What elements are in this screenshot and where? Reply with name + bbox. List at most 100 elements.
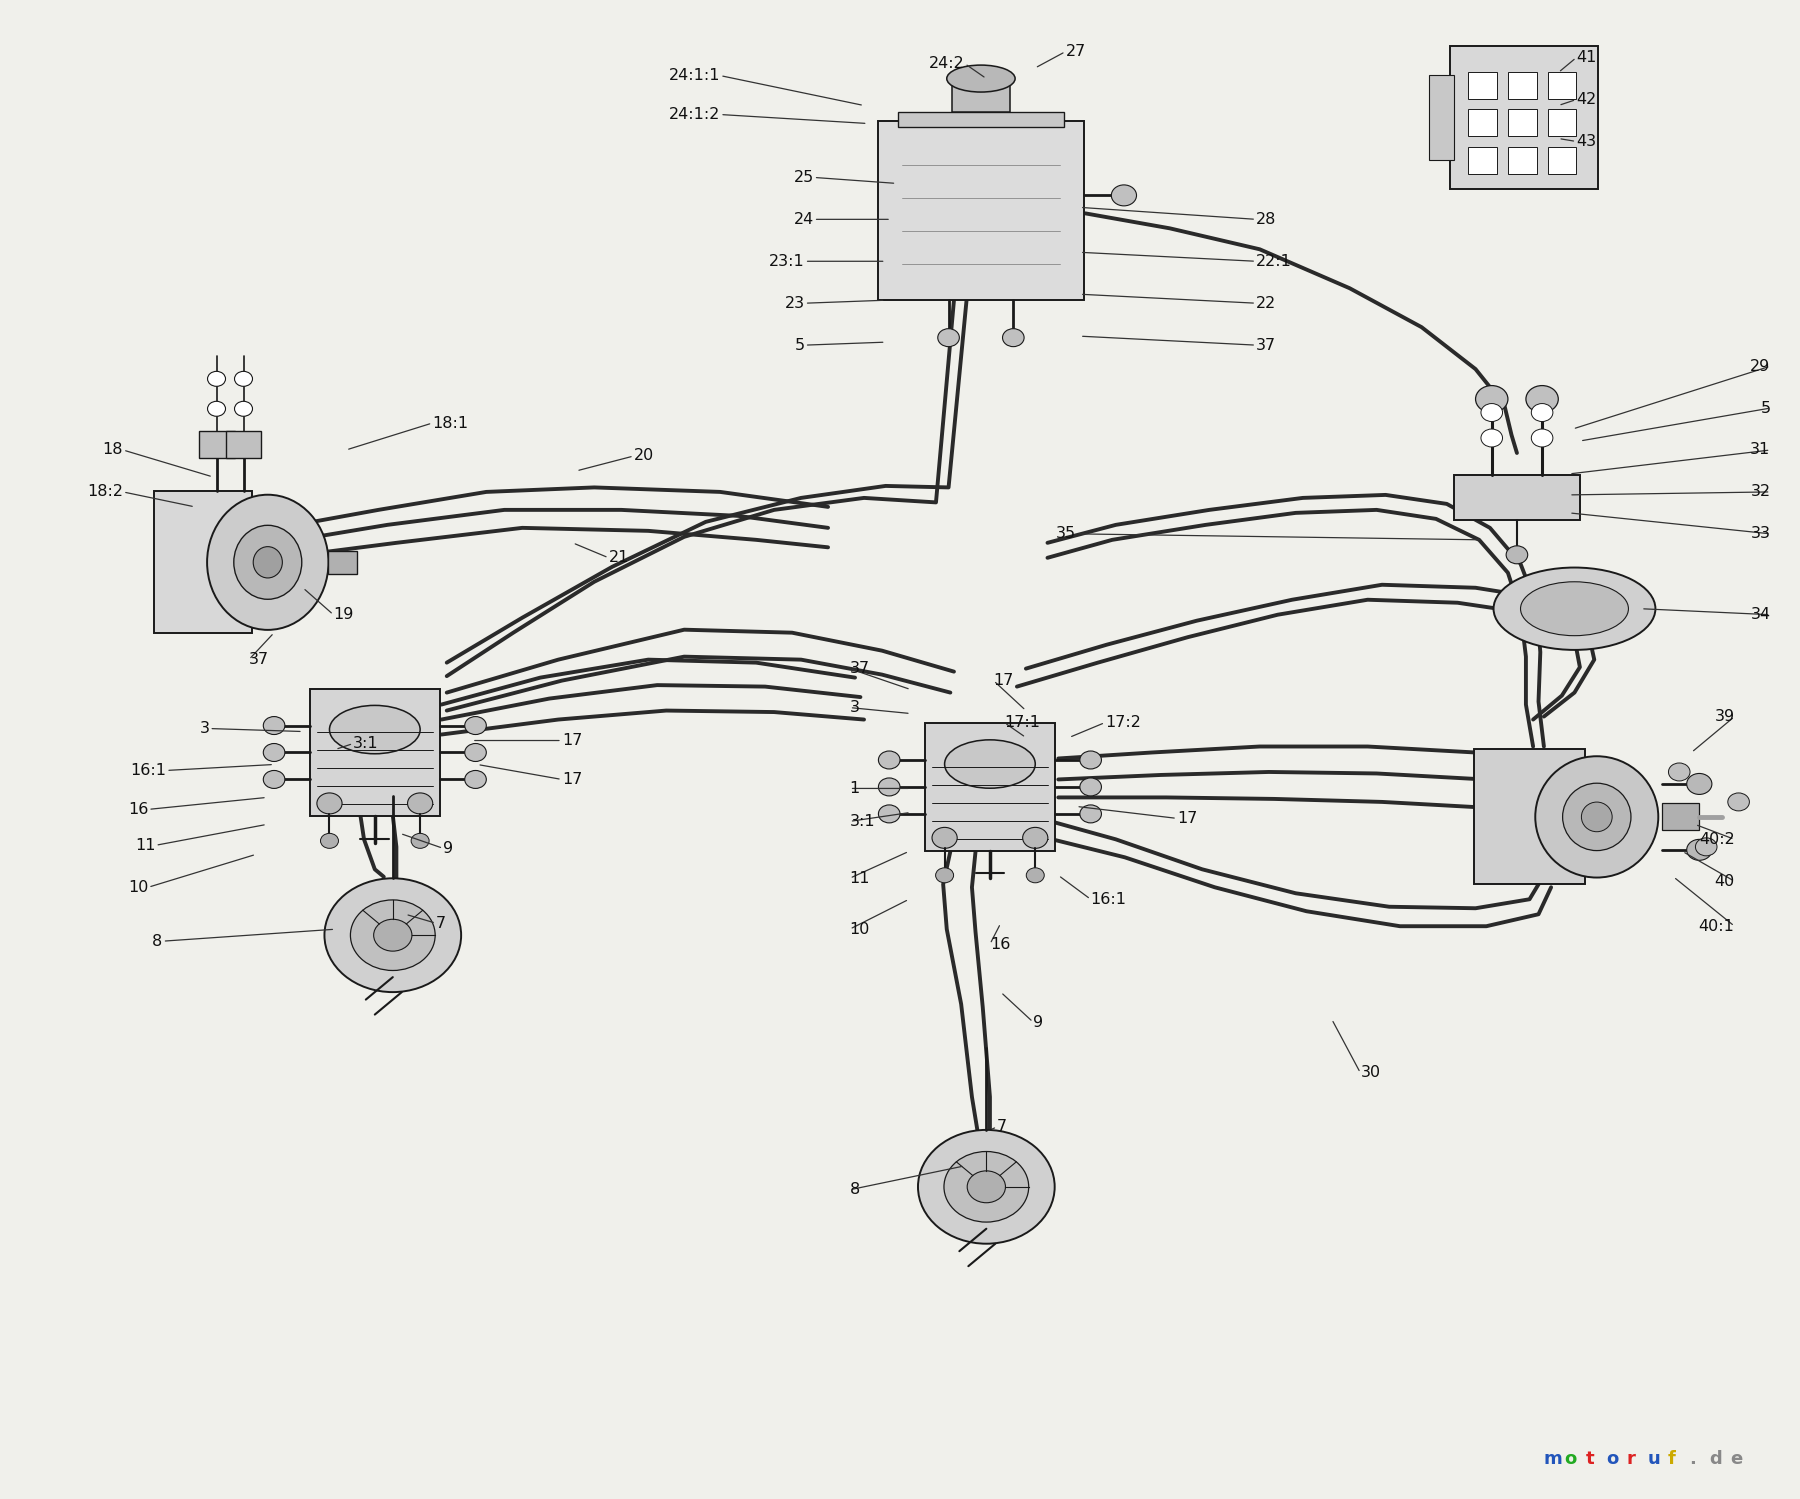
Text: 28: 28 <box>1256 211 1276 226</box>
Circle shape <box>943 1151 1030 1222</box>
Circle shape <box>1728 793 1750 811</box>
Text: 9: 9 <box>443 841 454 856</box>
Text: 8: 8 <box>850 1183 860 1198</box>
Text: o: o <box>1606 1451 1618 1469</box>
Text: 3:1: 3:1 <box>850 814 875 829</box>
Text: r: r <box>1627 1451 1636 1469</box>
Circle shape <box>1080 805 1102 823</box>
Bar <box>1508 109 1537 136</box>
Circle shape <box>1003 328 1024 346</box>
Text: .: . <box>1688 1451 1696 1469</box>
Circle shape <box>207 402 225 417</box>
Text: 37: 37 <box>1256 337 1276 352</box>
Text: 18:1: 18:1 <box>432 415 468 430</box>
Circle shape <box>324 878 461 992</box>
Text: 5: 5 <box>794 337 805 352</box>
Circle shape <box>410 833 428 848</box>
Bar <box>1469 72 1498 99</box>
Text: 16:1: 16:1 <box>130 763 166 778</box>
Text: 7: 7 <box>436 916 446 931</box>
Text: 42: 42 <box>1577 91 1597 106</box>
Bar <box>1429 75 1454 160</box>
Circle shape <box>1526 385 1559 412</box>
Circle shape <box>878 778 900 796</box>
Text: 29: 29 <box>1750 358 1771 373</box>
Bar <box>1548 109 1577 136</box>
Circle shape <box>1111 184 1136 205</box>
Bar <box>1508 72 1537 99</box>
Bar <box>925 724 1055 850</box>
Text: 9: 9 <box>1033 1015 1044 1030</box>
Bar <box>1469 109 1498 136</box>
Text: 17: 17 <box>562 733 581 748</box>
Circle shape <box>263 770 284 788</box>
Text: 25: 25 <box>794 169 814 184</box>
Bar <box>1454 475 1580 520</box>
Text: 40:1: 40:1 <box>1699 919 1735 934</box>
Circle shape <box>878 751 900 769</box>
Text: 11: 11 <box>135 838 155 853</box>
Ellipse shape <box>329 706 419 754</box>
Text: o: o <box>1564 1451 1577 1469</box>
Text: 19: 19 <box>333 607 355 622</box>
Ellipse shape <box>254 547 283 579</box>
Text: 17: 17 <box>562 772 581 787</box>
Bar <box>1469 147 1498 174</box>
Text: 3:1: 3:1 <box>353 736 378 751</box>
Text: t: t <box>1586 1451 1593 1469</box>
Text: 16:1: 16:1 <box>1091 892 1127 907</box>
Circle shape <box>464 717 486 735</box>
Ellipse shape <box>945 741 1035 788</box>
Circle shape <box>1669 763 1690 781</box>
Ellipse shape <box>1582 802 1613 832</box>
Bar <box>310 690 439 815</box>
Text: 8: 8 <box>153 934 162 949</box>
Bar <box>155 492 252 634</box>
Text: 16: 16 <box>990 937 1010 952</box>
Text: 24: 24 <box>794 211 814 226</box>
Circle shape <box>967 1171 1006 1202</box>
Text: 1: 1 <box>850 781 860 796</box>
Circle shape <box>1022 827 1048 848</box>
Text: 16: 16 <box>128 802 148 817</box>
Text: 21: 21 <box>608 550 628 565</box>
Circle shape <box>263 744 284 761</box>
Ellipse shape <box>234 525 302 600</box>
Text: u: u <box>1647 1451 1660 1469</box>
Ellipse shape <box>1494 568 1656 651</box>
Circle shape <box>1696 838 1717 856</box>
Ellipse shape <box>1535 755 1658 877</box>
Text: 27: 27 <box>1066 43 1085 58</box>
Circle shape <box>918 1130 1055 1244</box>
Ellipse shape <box>947 64 1015 91</box>
Text: e: e <box>1730 1451 1742 1469</box>
Circle shape <box>464 770 486 788</box>
Bar <box>952 81 1010 111</box>
Bar <box>878 120 1084 300</box>
Text: 24:1:2: 24:1:2 <box>670 106 720 121</box>
Text: 10: 10 <box>850 922 869 937</box>
Text: 20: 20 <box>634 448 653 463</box>
Text: 18:2: 18:2 <box>86 484 122 499</box>
Circle shape <box>878 805 900 823</box>
Text: m: m <box>1544 1451 1562 1469</box>
Text: 34: 34 <box>1750 607 1771 622</box>
Circle shape <box>1507 546 1528 564</box>
Text: 24:2: 24:2 <box>929 55 965 70</box>
Bar <box>1661 803 1699 830</box>
Text: 39: 39 <box>1714 709 1735 724</box>
Bar <box>1508 147 1537 174</box>
Circle shape <box>351 899 436 970</box>
Circle shape <box>1026 868 1044 883</box>
Bar <box>198 432 234 459</box>
Text: 3: 3 <box>850 700 860 715</box>
Text: 17: 17 <box>994 673 1013 688</box>
Text: d: d <box>1710 1451 1723 1469</box>
Text: f: f <box>1669 1451 1676 1469</box>
Ellipse shape <box>207 495 328 630</box>
Bar <box>898 112 1064 127</box>
Text: 37: 37 <box>850 661 869 676</box>
Ellipse shape <box>1562 782 1631 850</box>
Text: 40: 40 <box>1714 874 1735 889</box>
Circle shape <box>464 744 486 761</box>
